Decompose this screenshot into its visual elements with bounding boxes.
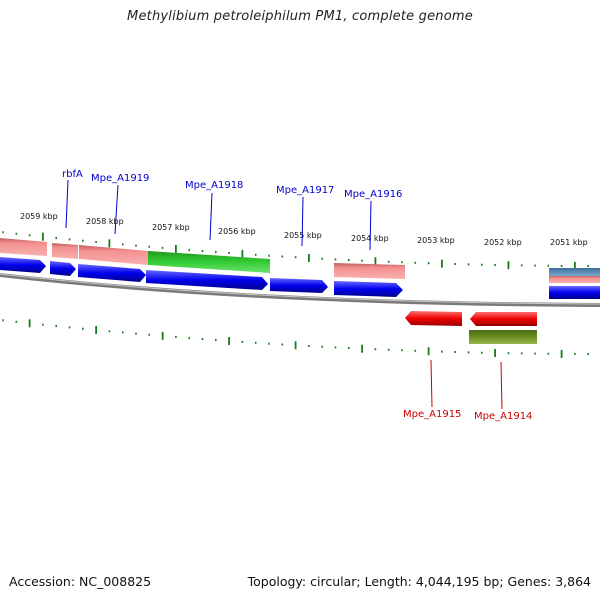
highlight-gene-feature[interactable] bbox=[148, 251, 270, 273]
scale-ruler-bottom bbox=[2, 319, 590, 358]
scale-tick-label: 2052 kbp bbox=[484, 238, 522, 247]
gene-label-mpe-a1916[interactable]: Mpe_A1916 bbox=[344, 189, 402, 200]
scale-ruler-top bbox=[2, 231, 590, 270]
gene-leader-line bbox=[500, 361, 503, 410]
gene-label-rbfA[interactable]: rbfA bbox=[62, 169, 83, 180]
rna-feature[interactable] bbox=[549, 276, 600, 283]
scale-tick-label: 2058 kbp bbox=[86, 217, 124, 226]
gene-label-mpe-a1914[interactable]: Mpe_A1914 bbox=[474, 411, 532, 422]
forward-cds-arrow[interactable] bbox=[0, 257, 46, 273]
map-title: Methylibium petroleiphilum PM1, complete… bbox=[127, 9, 473, 24]
genome-backbone-highlight bbox=[0, 273, 600, 305]
gene-leader-line bbox=[430, 359, 433, 408]
forward-cds-arrow[interactable] bbox=[270, 278, 328, 293]
gene-label-mpe-a1915[interactable]: Mpe_A1915 bbox=[403, 409, 461, 420]
forward-cds-arrow[interactable] bbox=[146, 270, 268, 290]
other-feature[interactable] bbox=[469, 330, 537, 344]
feature-track-rna bbox=[0, 238, 600, 283]
gene-label-mpe-a1918[interactable]: Mpe_A1918 bbox=[185, 180, 243, 191]
scale-tick-label: 2053 kbp bbox=[417, 236, 455, 245]
genome-summary-text: Topology: circular; Length: 4,044,195 bp… bbox=[247, 574, 591, 589]
gene-leader-line bbox=[301, 196, 304, 247]
reverse-cds-track bbox=[405, 311, 537, 344]
forward-cds-track bbox=[0, 257, 600, 299]
reverse-cds-arrow[interactable] bbox=[405, 311, 462, 326]
genome-backbone bbox=[0, 273, 600, 307]
forward-cds-arrow[interactable] bbox=[549, 286, 600, 299]
gene-leader-line bbox=[209, 192, 213, 241]
scale-tick-label: 2056 kbp bbox=[218, 227, 256, 236]
accession-text: Accession: NC_008825 bbox=[9, 574, 152, 589]
scale-tick-label: 2057 kbp bbox=[152, 223, 190, 232]
forward-cds-arrow[interactable] bbox=[78, 264, 146, 282]
rna-feature[interactable] bbox=[0, 238, 47, 256]
reverse-cds-arrow[interactable] bbox=[470, 312, 537, 326]
forward-cds-arrow[interactable] bbox=[50, 261, 76, 276]
steel-feature[interactable] bbox=[549, 268, 600, 276]
scale-tick-label: 2059 kbp bbox=[20, 212, 58, 221]
gene-label-mpe-a1917[interactable]: Mpe_A1917 bbox=[276, 185, 334, 196]
gene-label-mpe-a1919[interactable]: Mpe_A1919 bbox=[91, 173, 149, 184]
gene-leader-line bbox=[65, 179, 69, 229]
rna-feature[interactable] bbox=[79, 245, 148, 265]
gene-leader-line bbox=[114, 184, 119, 235]
scale-tick-label: 2051 kbp bbox=[550, 238, 588, 247]
rna-feature[interactable] bbox=[52, 243, 78, 259]
rna-feature[interactable] bbox=[334, 263, 405, 279]
gene-leader-line bbox=[369, 200, 372, 251]
forward-cds-arrow[interactable] bbox=[334, 281, 403, 297]
scale-tick-label: 2055 kbp bbox=[284, 231, 322, 240]
